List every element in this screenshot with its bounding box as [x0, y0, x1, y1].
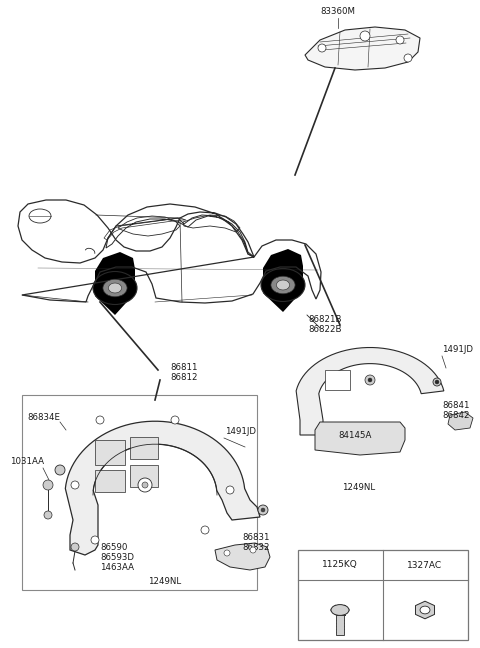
Ellipse shape	[271, 276, 295, 294]
Circle shape	[258, 505, 268, 515]
Circle shape	[404, 54, 412, 62]
Bar	[336, 615, 344, 635]
Polygon shape	[448, 412, 473, 430]
Circle shape	[226, 486, 234, 494]
Text: 86822B: 86822B	[308, 325, 341, 334]
Text: 86834E: 86834E	[27, 413, 60, 422]
Polygon shape	[95, 440, 125, 465]
Circle shape	[250, 547, 256, 553]
Polygon shape	[263, 249, 303, 312]
Circle shape	[171, 416, 179, 424]
Circle shape	[201, 526, 209, 534]
Polygon shape	[65, 421, 260, 555]
Circle shape	[96, 416, 104, 424]
Text: 1327AC: 1327AC	[408, 561, 443, 570]
Circle shape	[360, 31, 370, 41]
Polygon shape	[130, 465, 158, 487]
Ellipse shape	[103, 279, 127, 297]
Text: 86812: 86812	[170, 373, 197, 382]
Text: 1125KQ: 1125KQ	[322, 561, 358, 570]
Circle shape	[396, 36, 404, 44]
Ellipse shape	[420, 606, 430, 614]
Circle shape	[55, 465, 65, 475]
Circle shape	[138, 478, 152, 492]
Text: 83360M: 83360M	[321, 8, 356, 16]
Ellipse shape	[108, 283, 121, 293]
Circle shape	[433, 378, 441, 386]
Polygon shape	[325, 370, 350, 390]
Bar	[22, 395, 257, 590]
Polygon shape	[315, 422, 405, 455]
Text: 86832: 86832	[242, 544, 269, 553]
Circle shape	[318, 44, 326, 52]
Text: 1463AA: 1463AA	[100, 564, 134, 572]
Ellipse shape	[93, 272, 137, 305]
Polygon shape	[130, 437, 158, 459]
Bar	[298, 550, 468, 640]
Polygon shape	[416, 601, 434, 619]
Circle shape	[71, 481, 79, 489]
Text: 84145A: 84145A	[338, 430, 372, 439]
Ellipse shape	[261, 268, 305, 301]
Circle shape	[435, 380, 439, 384]
Ellipse shape	[331, 605, 349, 616]
Text: 1249NL: 1249NL	[148, 577, 181, 586]
Text: 1031AA: 1031AA	[10, 457, 44, 467]
Text: 86842: 86842	[442, 410, 469, 419]
Text: 86590: 86590	[100, 544, 127, 553]
Circle shape	[91, 536, 99, 544]
Ellipse shape	[276, 280, 289, 290]
Polygon shape	[95, 252, 135, 315]
Text: 1249NL: 1249NL	[342, 483, 375, 491]
Circle shape	[261, 508, 265, 512]
Text: 86811: 86811	[170, 364, 197, 373]
Polygon shape	[296, 347, 444, 435]
Text: 86821B: 86821B	[308, 316, 341, 325]
Text: 86831: 86831	[242, 533, 269, 542]
Polygon shape	[215, 543, 270, 570]
Text: 1491JD: 1491JD	[225, 428, 256, 437]
Circle shape	[71, 543, 79, 551]
Polygon shape	[305, 27, 420, 70]
Text: 86593D: 86593D	[100, 553, 134, 562]
Circle shape	[142, 482, 148, 488]
Circle shape	[224, 550, 230, 556]
Circle shape	[368, 378, 372, 382]
Text: 1491JD: 1491JD	[442, 345, 473, 354]
Polygon shape	[95, 470, 125, 492]
Circle shape	[365, 375, 375, 385]
Text: 86841: 86841	[442, 400, 469, 410]
Circle shape	[43, 480, 53, 490]
Circle shape	[44, 511, 52, 519]
